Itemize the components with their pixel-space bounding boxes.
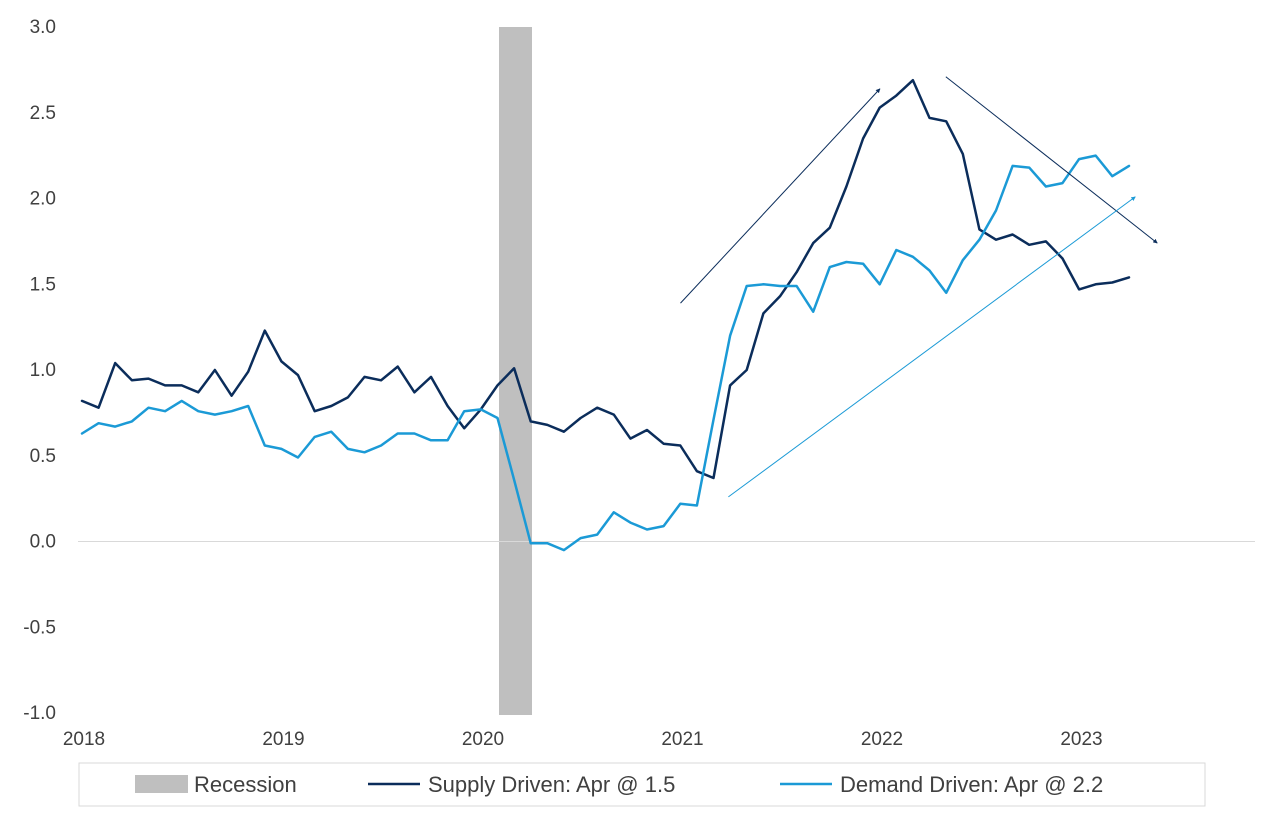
x-axis-ticks: 2018 2019 2020 2021 2022 2023: [63, 729, 1103, 750]
legend: Recession Supply Driven: Apr @ 1.5 Deman…: [78, 762, 1206, 807]
legend-box: [78, 762, 1206, 807]
legend-swatch-recession: [135, 775, 188, 793]
y-tick-label: -1.0: [23, 703, 56, 724]
x-tick-label: 2021: [661, 729, 703, 750]
legend-label-demand: Demand Driven: Apr @ 2.2: [840, 772, 1103, 797]
series-layer: [80, 78, 1131, 552]
y-tick-label: 1.0: [30, 360, 56, 381]
y-tick-label: 1.5: [30, 274, 56, 295]
y-axis-ticks: 3.0 2.5 2.0 1.5 1.0 0.5 0.0 -0.5 -1.0: [23, 17, 56, 724]
series-line-demand: [80, 154, 1131, 552]
y-tick-label: -0.5: [23, 617, 56, 638]
supply-fall-arrow: [945, 76, 1158, 244]
y-tick-label: 3.0: [30, 17, 56, 38]
x-tick-label: 2019: [262, 729, 304, 750]
y-tick-label: 2.5: [30, 103, 56, 124]
supply-rise-arrow: [680, 88, 881, 304]
x-tick-label: 2022: [861, 729, 903, 750]
x-tick-label: 2023: [1060, 729, 1102, 750]
legend-label-recession: Recession: [194, 772, 297, 797]
x-tick-label: 2020: [462, 729, 504, 750]
x-tick-label: 2018: [63, 729, 105, 750]
annotation-arrows: [680, 76, 1158, 498]
y-tick-label: 0.0: [30, 532, 56, 553]
series-line-supply: [80, 78, 1131, 480]
legend-label-supply: Supply Driven: Apr @ 1.5: [428, 772, 675, 797]
y-tick-label: 2.0: [30, 189, 56, 210]
y-tick-label: 0.5: [30, 446, 56, 467]
demand-rise-arrow: [728, 196, 1136, 498]
